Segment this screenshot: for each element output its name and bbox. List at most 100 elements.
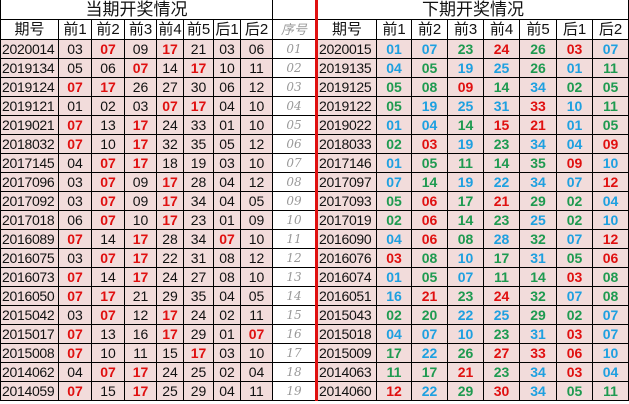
current-number: 07 — [58, 77, 92, 97]
next-number: 03 — [556, 362, 593, 382]
current-number: 17 — [124, 229, 157, 249]
next-number: 19 — [447, 58, 484, 78]
next-number: 06 — [411, 210, 448, 230]
next-number: 07 — [556, 286, 593, 306]
current-number: 26 — [124, 77, 157, 97]
next-number: 05 — [376, 77, 412, 97]
current-number: 21 — [183, 39, 214, 59]
table-row: 2016050 07 17 21 29 35 04 05 14 2016051 16 21 23 24 32… — [0, 286, 629, 306]
next-number: 07 — [447, 267, 484, 287]
current-number: 01 — [213, 210, 241, 230]
next-issue: 2017146 — [315, 153, 377, 173]
next-number: 33 — [519, 96, 557, 116]
current-draw-title: 当期开奖情况 — [0, 0, 273, 20]
current-number: 03 — [58, 172, 92, 192]
current-number: 32 — [156, 134, 184, 154]
current-number: 07 — [124, 58, 157, 78]
next-number: 07 — [592, 39, 629, 59]
seq-number: 19 — [272, 381, 317, 401]
next-issue: 2018033 — [315, 134, 377, 154]
current-number: 10 — [213, 58, 241, 78]
next-number: 03 — [376, 248, 412, 268]
next-number: 07 — [411, 39, 448, 59]
next-number: 21 — [483, 191, 520, 211]
next-issue: 2014063 — [315, 362, 377, 382]
current-number: 07 — [91, 362, 125, 382]
next-number: 07 — [592, 324, 629, 344]
next-number: 07 — [376, 172, 412, 192]
table-row: 2017145 04 07 17 18 19 03 10 07 2017146 01 05 11 14 35… — [0, 153, 629, 173]
seq-number: 01 — [272, 39, 317, 59]
current-number: 04 — [240, 362, 273, 382]
next-number: 02 — [556, 210, 593, 230]
current-number: 15 — [156, 343, 184, 363]
left-header-1: 前1 — [58, 19, 92, 40]
left-header-0: 期号 — [0, 19, 59, 40]
next-issue: 2016051 — [315, 286, 377, 306]
next-number: 04 — [376, 229, 412, 249]
seq-number: 13 — [272, 267, 317, 287]
current-number: 27 — [156, 77, 184, 97]
seq-number: 17 — [272, 343, 317, 363]
next-issue: 2019022 — [315, 115, 377, 135]
next-number: 32 — [519, 286, 557, 306]
title-row: 当期开奖情况 下期开奖情况 — [0, 0, 629, 20]
current-number: 03 — [213, 153, 241, 173]
next-issue: 2019125 — [315, 77, 377, 97]
current-number: 07 — [58, 286, 92, 306]
table-row: 2016073 07 14 17 24 27 08 10 13 2016074 01 05 07 11 14… — [0, 267, 629, 287]
seq-number: 14 — [272, 286, 317, 306]
current-number: 35 — [183, 286, 214, 306]
seq-number: 16 — [272, 324, 317, 344]
current-number: 04 — [213, 191, 241, 211]
current-number: 07 — [91, 172, 125, 192]
next-number: 23 — [483, 134, 520, 154]
next-number: 24 — [483, 39, 520, 59]
current-number: 07 — [91, 248, 125, 268]
current-number: 07 — [58, 229, 92, 249]
left-header-3: 前3 — [124, 19, 157, 40]
next-number: 05 — [592, 115, 629, 135]
current-number: 14 — [156, 58, 184, 78]
next-number: 31 — [483, 96, 520, 116]
next-number: 02 — [556, 77, 593, 97]
next-number: 02 — [376, 210, 412, 230]
current-number: 07 — [156, 96, 184, 116]
next-number: 08 — [447, 229, 484, 249]
next-number: 06 — [411, 229, 448, 249]
next-number: 07 — [592, 305, 629, 325]
current-number: 07 — [58, 343, 92, 363]
current-number: 07 — [58, 267, 92, 287]
next-number: 17 — [376, 343, 412, 363]
current-number: 10 — [91, 343, 125, 363]
current-number: 04 — [213, 381, 241, 401]
table-row: 2017096 03 07 09 17 28 04 12 08 2017097 07 14 19 22 34… — [0, 172, 629, 192]
next-number: 01 — [376, 153, 412, 173]
table-row: 2017092 03 07 09 17 34 04 05 09 2017093 05 06 17 21 29… — [0, 191, 629, 211]
current-number: 10 — [240, 267, 273, 287]
next-number: 10 — [592, 343, 629, 363]
seq-number: 02 — [272, 58, 317, 78]
current-number: 18 — [156, 153, 184, 173]
current-number: 17 — [183, 96, 214, 116]
next-issue: 2017097 — [315, 172, 377, 192]
right-header-4: 前4 — [483, 19, 520, 40]
current-number: 23 — [183, 210, 214, 230]
current-number: 07 — [240, 324, 273, 344]
current-number: 05 — [58, 58, 92, 78]
current-issue: 2014062 — [0, 362, 59, 382]
next-number: 05 — [592, 77, 629, 97]
next-number: 22 — [483, 172, 520, 192]
next-number: 12 — [592, 172, 629, 192]
seq-number: 03 — [272, 77, 317, 97]
next-number: 04 — [376, 58, 412, 78]
next-number: 04 — [411, 115, 448, 135]
next-number: 12 — [376, 381, 412, 401]
current-number: 08 — [213, 267, 241, 287]
current-number: 12 — [240, 77, 273, 97]
right-header-6: 后1 — [556, 19, 593, 40]
next-number: 03 — [411, 134, 448, 154]
current-number: 14 — [91, 267, 125, 287]
current-number: 29 — [183, 381, 214, 401]
